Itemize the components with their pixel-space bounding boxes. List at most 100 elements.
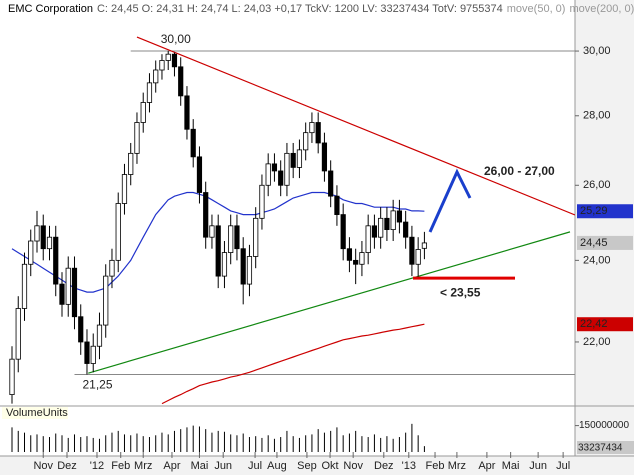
y-tick-label: 24,00 (583, 254, 611, 266)
candle-body (71, 267, 78, 318)
candle-body (140, 102, 146, 123)
x-tick-label: Nov (343, 460, 363, 472)
candle-body (178, 66, 184, 97)
x-tick-label: Jul (556, 460, 570, 472)
candle-body (96, 324, 103, 347)
candle-body (415, 249, 421, 265)
candle-body (209, 225, 215, 238)
candle-body (84, 341, 90, 364)
volume-end-label: 33237434 (578, 443, 623, 454)
price-box (577, 317, 633, 332)
volume-box (577, 441, 634, 454)
candle-body (378, 217, 384, 238)
legend-entry: move(50, 0) (507, 3, 566, 15)
ma-line (11, 191, 425, 293)
candle-body (403, 221, 409, 238)
x-tick-label: Jun (529, 460, 547, 472)
y-tick-label: 22,00 (583, 336, 611, 348)
candle-body (271, 163, 278, 172)
candle-body (90, 345, 96, 364)
volume-label: VolumeUnits (6, 407, 68, 419)
candle-body (53, 236, 59, 285)
candle-body (421, 242, 428, 249)
candle-body (346, 248, 353, 261)
candle-body (265, 163, 271, 186)
candle-body (278, 170, 284, 186)
candle-body (303, 132, 309, 151)
price-label: 24,45 (580, 237, 608, 249)
candle-body (78, 316, 84, 343)
x-tick-label: Mrz (134, 460, 152, 472)
candle-body (203, 192, 209, 238)
candle-body (328, 170, 334, 197)
ma-line (161, 323, 425, 405)
candle-body (309, 122, 315, 134)
candle-body (321, 142, 328, 172)
x-axis-panel (0, 456, 634, 475)
reference-label: 30,00 (161, 32, 191, 46)
candle-body (46, 236, 53, 250)
header: EMC Corporation C: 24,45 O: 24,31 H: 24,7… (8, 3, 634, 15)
candle-body (228, 225, 234, 253)
x-tick-label: Mai (191, 460, 209, 472)
candle-body (21, 263, 28, 309)
annotation: < 23,55 (440, 285, 481, 299)
candle-body (153, 69, 159, 84)
candle-body (115, 203, 121, 261)
candle-body (40, 225, 46, 250)
x-tick-label: Dez (374, 460, 394, 472)
candle-body (340, 214, 346, 250)
volume-label-bg (2, 407, 68, 419)
candle-body (171, 53, 178, 68)
projection-arrow (428, 168, 472, 233)
overlay: EMC Corporation C: 24,45 O: 24,31 H: 24,7… (2, 3, 634, 472)
candle-body (371, 225, 378, 238)
x-tick-label: Sep (297, 460, 317, 472)
x-tick-label: Jun (214, 460, 232, 472)
candle-body (190, 128, 196, 158)
price-label: 22,42 (580, 318, 608, 330)
candle-body (59, 283, 65, 305)
candle-body (409, 236, 415, 265)
candle-body (165, 53, 171, 61)
reference-label: 21,25 (82, 378, 112, 392)
candle-body (196, 156, 203, 193)
x-tick-label: '12 (90, 460, 104, 472)
price-box (577, 235, 633, 250)
trendline (136, 36, 575, 216)
plot (9, 36, 575, 405)
candle-body (34, 225, 40, 242)
y-tick-label: 26,00 (583, 179, 611, 191)
candle-body (246, 256, 253, 285)
trendline (88, 231, 571, 374)
candle-body (396, 210, 403, 223)
candle-body (134, 122, 140, 154)
x-tick-label: Jul (248, 460, 262, 472)
x-tick-label: Aug (267, 460, 287, 472)
candle-body (15, 308, 21, 360)
candle-body (184, 95, 190, 130)
volume-tick-label: 150000000 (579, 420, 629, 431)
candle-body (146, 82, 153, 103)
candle-body (234, 225, 240, 250)
candle-body (390, 210, 396, 230)
candle-body (240, 248, 246, 285)
candle-body (103, 275, 109, 326)
x-tick-label: Apr (163, 460, 180, 472)
x-tick-label: Dez (57, 460, 77, 472)
candle-body (259, 184, 265, 219)
candle-body (290, 152, 296, 168)
candle-body (365, 225, 371, 253)
candle-body (296, 149, 303, 168)
price-box (577, 204, 633, 219)
axis-panel (575, 0, 634, 456)
header-title: EMC Corporation (8, 3, 93, 15)
x-tick-label: Feb (111, 460, 130, 472)
x-tick-label: Apr (478, 460, 495, 472)
x-tick-label: Mrz (448, 460, 466, 472)
y-tick-label: 30,00 (583, 45, 611, 57)
candle-body (9, 358, 15, 395)
candle-body (215, 225, 221, 277)
